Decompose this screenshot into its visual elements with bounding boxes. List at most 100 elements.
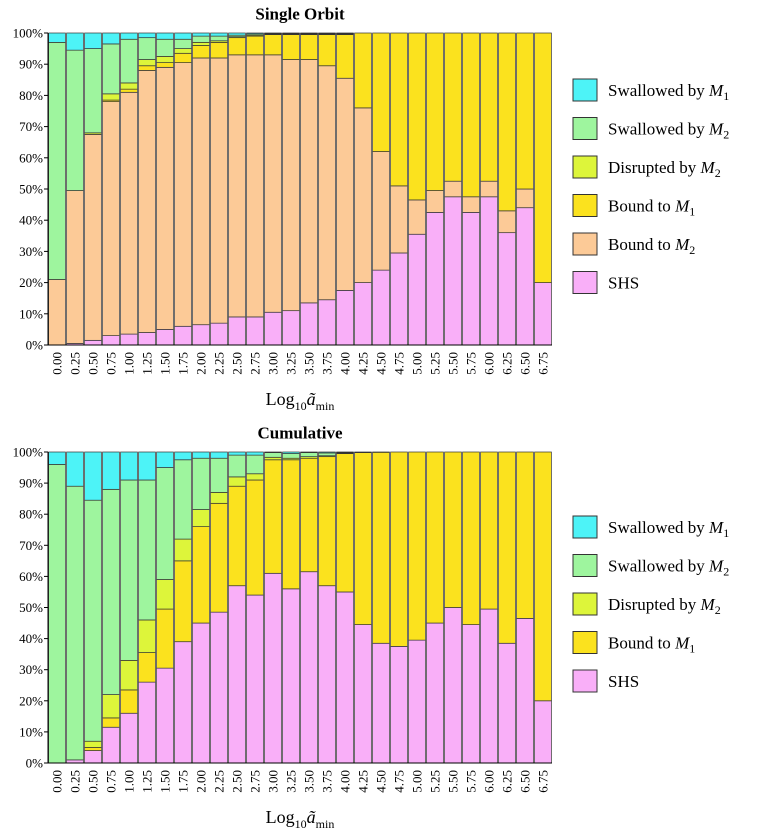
bar-segment-bound-m1: [373, 452, 390, 643]
bar-segment-swallowed-m2: [211, 458, 228, 492]
x-tick-label: 3.75: [320, 352, 335, 375]
bar-segment-bound-m2: [499, 211, 516, 233]
bar-segment-bound-m1: [193, 45, 210, 57]
bar-segment-bound-m2: [67, 191, 84, 344]
bar-segment-swallowed-m2: [283, 454, 300, 459]
bar-segment-shs: [301, 303, 318, 345]
bar-segment-disrupted-m2: [193, 42, 210, 45]
bar-segment-shs: [481, 609, 498, 763]
bar-segment-bound-m2: [517, 189, 534, 208]
legend-label: Swallowed by M2: [608, 557, 729, 579]
bar-segment-shs: [265, 573, 282, 763]
bar-segment-swallowed-m2: [139, 480, 156, 620]
y-tick-label: 10%: [19, 306, 43, 321]
bar-segment-shs: [535, 701, 552, 763]
bar-segment-bound-m1: [121, 690, 138, 713]
bar-segment-swallowed-m2: [67, 486, 84, 760]
bar-segment-shs: [247, 317, 264, 345]
bar-segment-bound-m1: [175, 561, 192, 642]
bar-segment-bound-m1: [409, 33, 426, 200]
bar-segment-shs: [157, 668, 174, 763]
bar-segment-disrupted-m2: [103, 94, 120, 100]
legend-swatch-swallowed-m1: [573, 79, 597, 101]
x-tick-label: 2.25: [212, 770, 227, 793]
x-tick-label: 1.75: [176, 352, 191, 375]
bar-segment-bound-m2: [211, 58, 228, 323]
bar-segment-bound-m2: [481, 181, 498, 197]
bar-segment-shs: [499, 643, 516, 763]
bar-segment-swallowed-m1: [85, 452, 102, 500]
bar-segment-bound-m2: [355, 108, 372, 283]
bar-segment-disrupted-m2: [121, 660, 138, 690]
bar-segment-bound-m2: [409, 200, 426, 234]
x-tick-label: 3.75: [320, 770, 335, 793]
bar-segment-disrupted-m2: [229, 477, 246, 486]
bar-segment-swallowed-m1: [121, 452, 138, 480]
bar-segment-bound-m1: [517, 33, 534, 189]
y-tick-label: 50%: [19, 182, 43, 197]
x-tick-label: 5.25: [428, 352, 443, 375]
bar-segment-disrupted-m2: [139, 60, 156, 66]
x-tick-label: 3.25: [284, 770, 299, 793]
bar-segment-swallowed-m1: [103, 33, 120, 44]
bar-segment-shs: [337, 290, 354, 345]
x-tick-label: 3.50: [302, 770, 317, 793]
bar-segment-bound-m1: [499, 452, 516, 643]
bar-segment-bound-m1: [247, 480, 264, 595]
y-tick-label: 90%: [19, 476, 43, 491]
chart-title: Cumulative: [258, 424, 343, 443]
bar-segment-bound-m1: [517, 452, 534, 618]
bar-segment-disrupted-m2: [157, 580, 174, 610]
y-tick-label: 20%: [19, 693, 43, 708]
y-tick-label: 60%: [19, 150, 43, 165]
y-tick-label: 30%: [19, 244, 43, 259]
bar-segment-swallowed-m1: [103, 452, 120, 489]
y-tick-label: 70%: [19, 119, 43, 134]
legend-swatch-shs: [573, 670, 597, 692]
legend-label: Bound to M2: [608, 235, 695, 257]
bar-segment-bound-m1: [211, 503, 228, 612]
bar-segment-bound-m1: [427, 452, 444, 623]
bar-segment-bound-m1: [193, 527, 210, 623]
bar-segment-swallowed-m2: [85, 49, 102, 133]
bar-segment-swallowed-m1: [193, 33, 210, 36]
bar-segment-bound-m1: [355, 453, 372, 625]
bar-segment-swallowed-m2: [121, 39, 138, 83]
bar-segment-swallowed-m2: [301, 453, 318, 457]
legend-label: Disrupted by M2: [608, 158, 721, 180]
x-tick-label: 5.00: [410, 770, 425, 793]
bar-segment-bound-m1: [535, 452, 552, 701]
x-tick-label: 0.50: [86, 352, 101, 375]
bar-segment-shs: [265, 312, 282, 345]
bar-segment-shs: [301, 572, 318, 763]
bar-segment-bound-m1: [481, 33, 498, 181]
x-tick-label: 1.50: [158, 770, 173, 793]
bar-segment-bound-m1: [499, 33, 516, 211]
legend-swatch-swallowed-m2: [573, 555, 597, 577]
bar-segment-swallowed-m1: [85, 33, 102, 49]
bar-segment-disrupted-m2: [265, 457, 282, 459]
x-tick-label: 3.50: [302, 352, 317, 375]
x-tick-label: 4.00: [338, 352, 353, 375]
bar-segment-swallowed-m2: [157, 468, 174, 580]
bar-segment-shs: [85, 340, 102, 345]
x-tick-label: 5.25: [428, 770, 443, 793]
bar-segment-bound-m1: [301, 458, 318, 572]
bar-segment-disrupted-m2: [85, 741, 102, 747]
bar-segment-swallowed-m2: [157, 39, 174, 56]
bar-segment-swallowed-m2: [193, 36, 210, 42]
bar-segment-bound-m1: [391, 452, 408, 646]
y-tick-label: 30%: [19, 662, 43, 677]
x-tick-label: 4.25: [356, 770, 371, 793]
bar-segment-bound-m2: [121, 92, 138, 334]
bar-segment-disrupted-m2: [121, 83, 138, 89]
legend-label: SHS: [608, 274, 639, 293]
bar-segment-bound-m1: [445, 452, 462, 608]
x-tick-label: 1.25: [140, 770, 155, 793]
bar-segment-shs: [427, 212, 444, 345]
bar-segment-swallowed-m2: [175, 460, 192, 539]
bar-segment-swallowed-m2: [85, 500, 102, 741]
